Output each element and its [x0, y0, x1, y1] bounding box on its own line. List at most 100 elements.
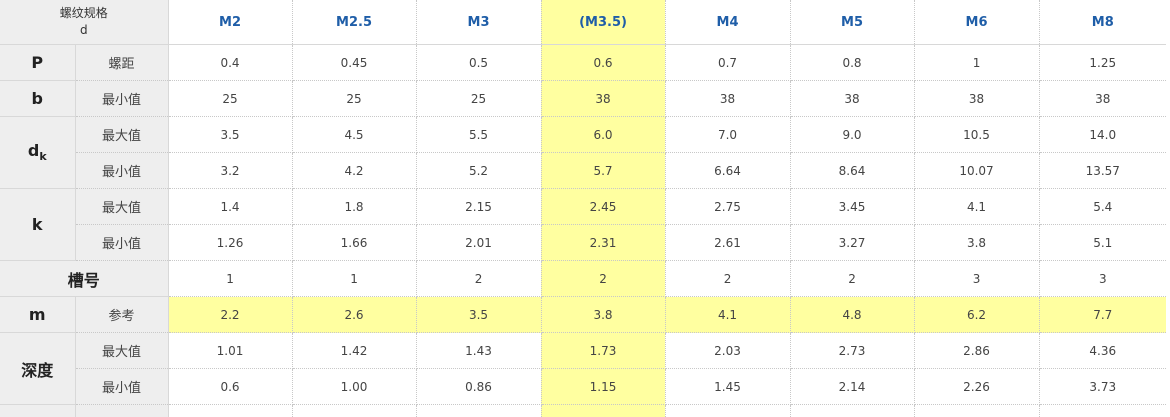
table-cell: 1.25: [1039, 45, 1166, 81]
row-symbol-text: m: [29, 305, 46, 324]
row-sub-label: 最大值: [75, 117, 168, 153]
table-cell: 5.1: [1039, 225, 1166, 261]
table-cell: 0.5: [416, 45, 541, 81]
table-cell: 5.4: [1039, 189, 1166, 225]
table-cell: 1: [914, 45, 1039, 81]
table-cell: 1.43: [416, 333, 541, 369]
table-cell: 2.15: [416, 189, 541, 225]
table-cell: 2.2: [168, 297, 292, 333]
table-cell: 1.01: [168, 333, 292, 369]
row-sub-label: 最大值: [75, 333, 168, 369]
table-cell: 2: [416, 261, 541, 297]
table-cell: 0.86: [416, 369, 541, 405]
row-symbol: P: [0, 45, 75, 81]
table-cell: 1.66: [292, 225, 416, 261]
table-cell: 2.86: [914, 333, 1039, 369]
table-cell: 0.4: [168, 45, 292, 81]
table-cell: 38: [790, 81, 914, 117]
table-cell: 4.2: [292, 153, 416, 189]
table-cell: 1.15: [541, 369, 665, 405]
table-cell: 3.5: [168, 117, 292, 153]
column-header: M2: [168, 0, 292, 45]
table-cell: 5.2: [416, 153, 541, 189]
column-header: M3: [416, 0, 541, 45]
row-sub-label: 最小值: [75, 225, 168, 261]
table-row-continuation: [0, 405, 1166, 417]
row-symbol-text: 槽号: [68, 271, 100, 290]
table-cell: 4.8: [790, 297, 914, 333]
row-sub-label: 参考: [75, 297, 168, 333]
table-cell: 2.03: [665, 333, 790, 369]
row-symbol: m: [0, 297, 75, 333]
table-cell: 5.5: [416, 117, 541, 153]
column-header: M5: [790, 0, 914, 45]
table-cell: 3.73: [1039, 369, 1166, 405]
table-cell: 3: [1039, 261, 1166, 297]
column-header: M2.5: [292, 0, 416, 45]
table-cell: 4.5: [292, 117, 416, 153]
table-cell: 0.6: [168, 369, 292, 405]
table-cell: 25: [416, 81, 541, 117]
table-cell: 6.64: [665, 153, 790, 189]
row-symbol-text: b: [32, 89, 43, 108]
table-cell: 2.14: [790, 369, 914, 405]
row-sub-label: 最大值: [75, 189, 168, 225]
thread-spec-label: 螺纹规格: [0, 5, 168, 22]
header-row: 螺纹规格 d M2 M2.5 M3 (M3.5) M4 M5 M6 M8: [0, 0, 1166, 45]
table-cell: 25: [292, 81, 416, 117]
row-symbol: 槽号: [0, 261, 168, 297]
row-sub-label: 最小值: [75, 369, 168, 405]
table-cell: 1.73: [541, 333, 665, 369]
table-cell: 2: [790, 261, 914, 297]
table-cell: 2.61: [665, 225, 790, 261]
row-sub-label: 最小值: [75, 81, 168, 117]
row-symbol-text: 深度: [21, 361, 53, 380]
table-cell: 2: [665, 261, 790, 297]
table-cell: 0.7: [665, 45, 790, 81]
row-sub-label: 最小值: [75, 153, 168, 189]
table-cell: 10.07: [914, 153, 1039, 189]
table-cell: 3.45: [790, 189, 914, 225]
table-cell: 3.8: [914, 225, 1039, 261]
table-cell: 3.5: [416, 297, 541, 333]
table-cell: 3.8: [541, 297, 665, 333]
table-cell: 0.45: [292, 45, 416, 81]
table-cell: 38: [665, 81, 790, 117]
table-cell: 1.42: [292, 333, 416, 369]
column-header: M8: [1039, 0, 1166, 45]
table-cell: 1: [168, 261, 292, 297]
table-cell: 1.26: [168, 225, 292, 261]
table-cell: 5.7: [541, 153, 665, 189]
table-cell: 2.45: [541, 189, 665, 225]
thread-spec-header: 螺纹规格 d: [0, 0, 168, 45]
column-header: M4: [665, 0, 790, 45]
table-cell: 38: [914, 81, 1039, 117]
table-cell: 2.31: [541, 225, 665, 261]
thread-spec-symbol: d: [0, 22, 168, 39]
column-header-highlighted: (M3.5): [541, 0, 665, 45]
row-symbol: k: [0, 189, 75, 261]
row-symbol: dk: [0, 117, 75, 189]
table-cell: 2.26: [914, 369, 1039, 405]
table-cell: 4.1: [665, 297, 790, 333]
table-cell: 8.64: [790, 153, 914, 189]
row-symbol: b: [0, 81, 75, 117]
table-cell: 1.4: [168, 189, 292, 225]
table-cell: 7.7: [1039, 297, 1166, 333]
table-cell: 38: [541, 81, 665, 117]
row-symbol-text: d: [28, 141, 39, 160]
column-header: M6: [914, 0, 1039, 45]
table-cell: 2.6: [292, 297, 416, 333]
table-cell: 2.01: [416, 225, 541, 261]
